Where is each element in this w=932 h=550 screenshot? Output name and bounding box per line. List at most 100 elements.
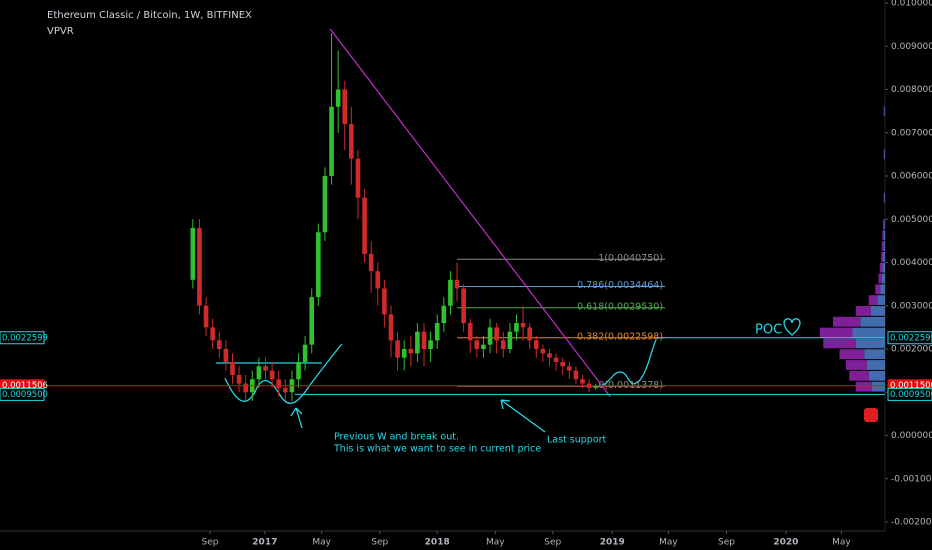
candle-body [434, 323, 440, 341]
candle-body [309, 297, 315, 345]
volume-up [852, 327, 885, 338]
price-tag-label: 0.0011506 [2, 381, 48, 391]
candle-body [547, 353, 552, 358]
volume-down [883, 149, 885, 160]
candle-body [388, 314, 394, 341]
candle-body [461, 288, 466, 324]
candle-body [415, 331, 420, 354]
y-tick-label: -0.0010000 [891, 474, 932, 484]
price-tag [887, 331, 932, 345]
heart-icon [783, 318, 801, 336]
price-tag [0, 331, 45, 345]
volume-up [860, 316, 885, 327]
fib-label: 0.786(0.0034464) [577, 280, 663, 291]
candle-body [593, 385, 599, 388]
volume-down [881, 251, 884, 262]
price-tag [887, 387, 932, 401]
candle-body [236, 374, 242, 384]
candle-body [342, 89, 348, 125]
candle-body [467, 323, 473, 341]
candle-body [454, 279, 460, 289]
candle-body [487, 327, 493, 345]
price-tag-label: 0.0022599 [890, 333, 932, 343]
arrow [290, 407, 303, 429]
volume-up [872, 381, 885, 392]
fib-label: 0.382(0.0022598) [577, 331, 663, 342]
candle-body [507, 331, 513, 349]
volume-up [864, 349, 885, 360]
volume-up [884, 192, 885, 203]
volume-up [877, 295, 885, 306]
annotation: Previous W and break out. [334, 432, 459, 443]
volume-up [866, 360, 885, 370]
candle-body [573, 370, 579, 380]
volume-up [882, 262, 885, 273]
volume-up [880, 284, 885, 295]
candle-body [296, 361, 301, 380]
price-tag-label: 0.0011506 [890, 381, 932, 391]
candle-body [210, 327, 215, 341]
volume-down [883, 192, 885, 203]
volume-up [884, 149, 885, 160]
y-tick-label: 0.0000000 [891, 431, 932, 441]
candle-body [408, 349, 414, 354]
candle-body [190, 227, 196, 280]
alert-icon [864, 408, 878, 422]
candle-body [580, 379, 585, 384]
candle-body [263, 366, 268, 371]
x-tick-label: Sep [371, 538, 388, 548]
x-tick-label: 2020 [773, 538, 798, 548]
x-tick-label: Sep [718, 538, 735, 548]
candle-body [494, 327, 499, 341]
volume-down [820, 327, 853, 338]
volume-down [855, 381, 872, 392]
candle-body [520, 323, 526, 328]
candle-body [316, 232, 321, 298]
volume-down [833, 316, 861, 327]
candle-body [553, 357, 559, 362]
candle-body [500, 340, 506, 349]
candle-body [335, 89, 341, 107]
poc-label: POC [755, 323, 782, 338]
candle-body [428, 340, 433, 349]
volume-down [855, 306, 871, 316]
candle-body [540, 349, 546, 354]
annotation: This is what we want to see in current p… [333, 444, 541, 455]
volume-up [881, 273, 885, 284]
volume-down [868, 295, 878, 306]
volume-down [882, 230, 884, 241]
x-tick-label: 2018 [425, 538, 450, 548]
candle-body [421, 331, 427, 349]
x-tick-label: May [312, 538, 331, 548]
candle-body [514, 323, 519, 332]
candle-body [566, 366, 572, 371]
volume-down [883, 219, 885, 230]
candle-body [216, 340, 222, 349]
projection [596, 339, 657, 388]
candle-body [197, 227, 202, 306]
candle-body [329, 106, 334, 176]
price-tag-label: 0.0009500 [2, 390, 48, 400]
candle-body [223, 349, 229, 362]
candle-body [362, 197, 367, 254]
fib-label: 1(0.0040750) [598, 253, 663, 264]
volume-up [883, 230, 885, 241]
trendline [329, 28, 611, 397]
x-tick-label: Sep [202, 538, 219, 548]
candle-body [368, 253, 374, 272]
candle-body [355, 158, 361, 198]
candle-body [401, 349, 407, 358]
volume-up [868, 370, 885, 381]
candle-body [302, 344, 308, 362]
candle-body [441, 305, 447, 324]
candle-body [481, 344, 486, 349]
candle-body [276, 379, 282, 388]
volume-up [855, 338, 885, 349]
volume-down [839, 349, 865, 360]
